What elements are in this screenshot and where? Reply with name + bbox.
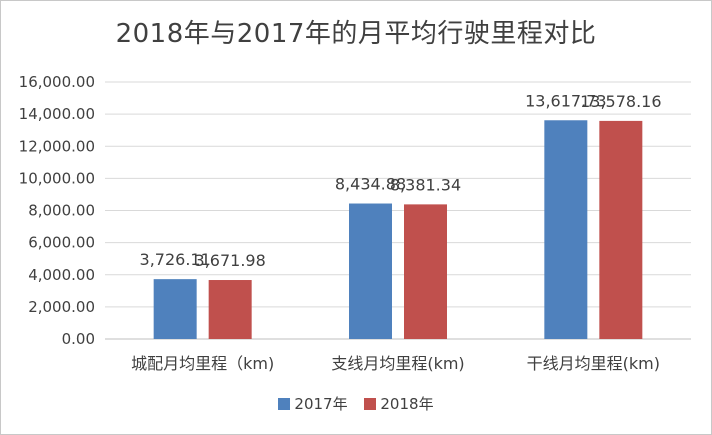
plot-area: 0.00 2,000.00 4,000.00 6,000.00 8,000.00 10,0… [19,73,691,373]
legend: 2017年 2018年 [1,393,711,414]
x-tick-label: 支线月均里程(km) [331,354,464,373]
y-tick-label: 16,000.00 [19,73,95,91]
data-label: 3,726.11 [140,250,211,269]
y-tick-label: 0.00 [62,330,95,348]
y-tick-label: 14,000.00 [19,105,95,123]
y-tick-label: 6,000.00 [28,234,95,252]
legend-swatch-2018 [364,397,377,410]
legend-label-2018: 2018年 [380,395,434,413]
y-tick-label: 8,000.00 [28,202,95,220]
legend-item-2018: 2018年 [364,393,434,414]
bar-2018-1 [404,204,447,339]
data-label: 8,381.34 [390,175,461,194]
data-label: 13,617.73 [525,91,606,110]
bar-2017-2 [544,120,588,339]
chart-title: 2018年与2017年的月平均行驶里程对比 [115,19,597,49]
y-tick-label: 2,000.00 [28,298,95,316]
y-tick-label: 4,000.00 [28,266,95,284]
bar-2017-0 [153,279,197,339]
bar-2018-0 [208,280,252,339]
data-label: 8,434.88 [335,175,406,194]
bar-2018-2 [599,120,643,339]
x-tick-label: 干线月均里程(km) [527,354,660,373]
data-label: 13,578.16 [580,92,661,111]
y-tick-label: 10,000.00 [19,169,95,187]
bar-2017-1 [349,203,392,339]
legend-swatch-2017 [278,397,291,410]
data-label: 3,671.98 [195,251,266,270]
legend-item-2017: 2017年 [278,393,348,414]
y-tick-label: 12,000.00 [19,137,95,155]
legend-label-2017: 2017年 [294,395,348,413]
x-tick-label: 城配月均里程（km) [131,354,274,373]
